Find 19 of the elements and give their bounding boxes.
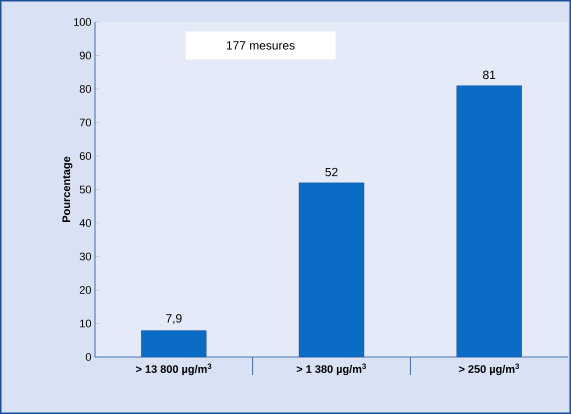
y-tick-label: 40 xyxy=(80,219,92,227)
annotation: 177 mesures xyxy=(226,41,295,50)
data-label: 81 xyxy=(483,70,496,80)
y-tick-label: 0 xyxy=(86,353,92,361)
y-tick-label: 20 xyxy=(80,286,92,294)
x-tick-label: > 1 380 µg/m$^{3}$ xyxy=(296,364,366,376)
x-tick-label: > 13 800 µg/m$^{3}$ xyxy=(136,364,212,376)
data-label: 52 xyxy=(325,168,338,176)
y-axis-title: Pourcentage xyxy=(62,156,72,222)
y-tick-label: 90 xyxy=(80,52,92,60)
y-tick-label: 100 xyxy=(74,18,92,26)
y-tick-label: 80 xyxy=(80,85,92,93)
y-tick-label: 30 xyxy=(80,252,92,260)
data-label: 7,9 xyxy=(166,314,182,324)
y-tick-label: 70 xyxy=(80,118,92,126)
y-tick-label: 10 xyxy=(80,320,92,328)
y-tick-label: 60 xyxy=(80,152,92,160)
y-tick-label: 50 xyxy=(80,186,92,194)
x-tick-label: > 250 µg/m$^{3}$ xyxy=(458,364,520,376)
